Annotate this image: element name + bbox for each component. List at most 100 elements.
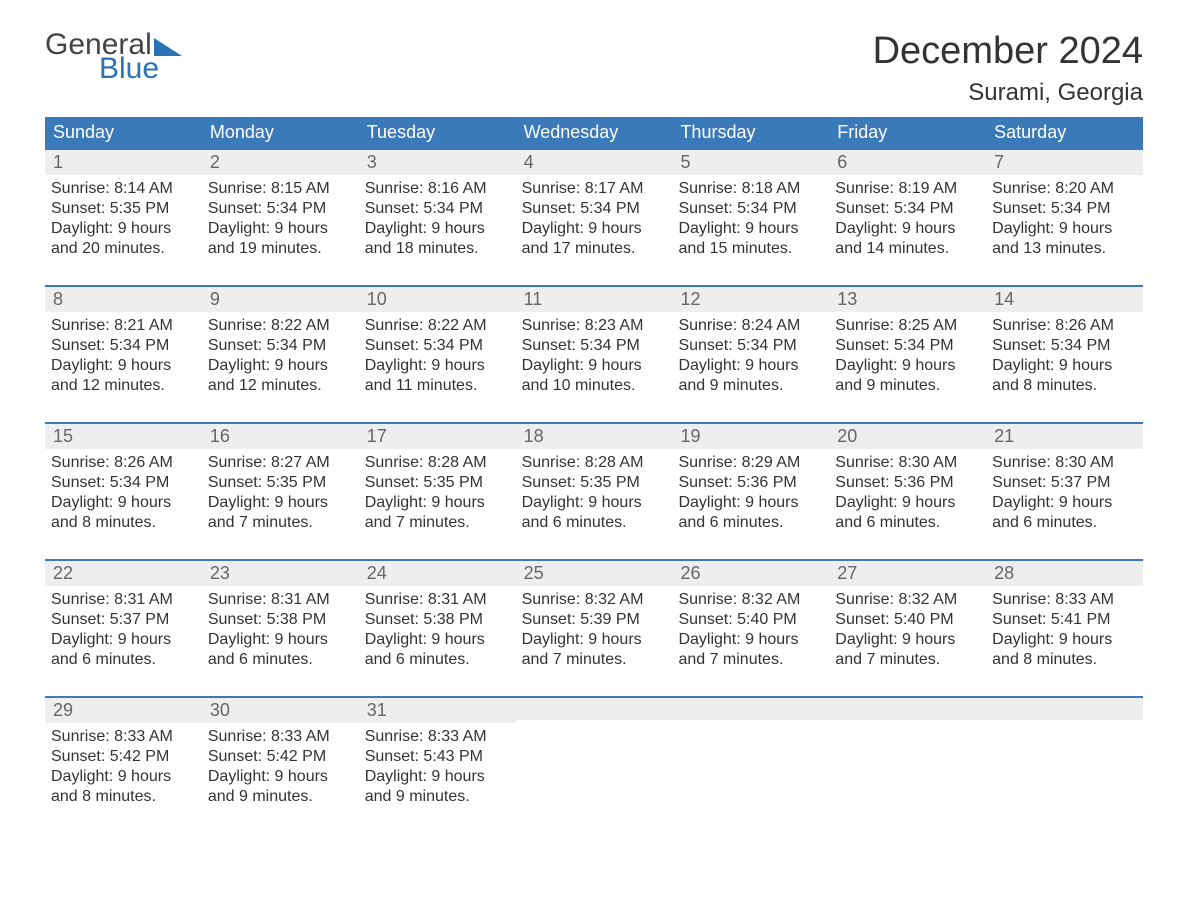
- day-cell: 14Sunrise: 8:26 AMSunset: 5:34 PMDayligh…: [986, 287, 1143, 404]
- daynum-row-empty: [516, 698, 673, 720]
- day-info-line: and 7 minutes.: [678, 650, 823, 670]
- day-info-line: Sunset: 5:35 PM: [51, 199, 196, 219]
- day-info-line: Sunset: 5:34 PM: [365, 199, 510, 219]
- day-info-line: Daylight: 9 hours: [51, 767, 196, 787]
- month-title: December 2024: [873, 30, 1143, 73]
- day-info-line: and 13 minutes.: [992, 239, 1137, 259]
- day-info-line: Sunset: 5:37 PM: [51, 610, 196, 630]
- day-number: 17: [367, 426, 387, 446]
- day-info-line: and 12 minutes.: [208, 376, 353, 396]
- day-cell: 4Sunrise: 8:17 AMSunset: 5:34 PMDaylight…: [516, 150, 673, 267]
- daynum-row: 8: [45, 287, 202, 312]
- day-cell: 26Sunrise: 8:32 AMSunset: 5:40 PMDayligh…: [672, 561, 829, 678]
- day-number: 15: [53, 426, 73, 446]
- daynum-row: 4: [516, 150, 673, 175]
- day-info-line: Sunset: 5:34 PM: [835, 199, 980, 219]
- daynum-row: 29: [45, 698, 202, 723]
- daynum-row: 17: [359, 424, 516, 449]
- day-info-line: Sunrise: 8:33 AM: [208, 727, 353, 747]
- daynum-row: 2: [202, 150, 359, 175]
- day-info-line: Sunset: 5:40 PM: [835, 610, 980, 630]
- day-info-line: and 6 minutes.: [835, 513, 980, 533]
- day-cell: 2Sunrise: 8:15 AMSunset: 5:34 PMDaylight…: [202, 150, 359, 267]
- daynum-row: 6: [829, 150, 986, 175]
- day-cell: [672, 698, 829, 815]
- day-cell: 22Sunrise: 8:31 AMSunset: 5:37 PMDayligh…: [45, 561, 202, 678]
- day-cell: 9Sunrise: 8:22 AMSunset: 5:34 PMDaylight…: [202, 287, 359, 404]
- day-number: 16: [210, 426, 230, 446]
- day-info-line: Daylight: 9 hours: [678, 219, 823, 239]
- day-info-line: Sunset: 5:34 PM: [522, 336, 667, 356]
- day-info-line: and 6 minutes.: [208, 650, 353, 670]
- day-info-line: Sunrise: 8:33 AM: [365, 727, 510, 747]
- day-info-line: Sunrise: 8:24 AM: [678, 316, 823, 336]
- day-number: 25: [524, 563, 544, 583]
- day-info-line: and 6 minutes.: [678, 513, 823, 533]
- day-info-line: and 6 minutes.: [522, 513, 667, 533]
- title-block: December 2024 Surami, Georgia: [873, 30, 1143, 107]
- day-cell: [986, 698, 1143, 815]
- day-info-line: and 7 minutes.: [365, 513, 510, 533]
- day-info-line: Sunrise: 8:14 AM: [51, 179, 196, 199]
- day-number: 1: [53, 152, 63, 172]
- daynum-row: 14: [986, 287, 1143, 312]
- day-info-line: and 18 minutes.: [365, 239, 510, 259]
- weekday-header: Sunday: [45, 117, 202, 148]
- day-number: 10: [367, 289, 387, 309]
- daynum-row: 27: [829, 561, 986, 586]
- daynum-row: 12: [672, 287, 829, 312]
- day-info-line: and 15 minutes.: [678, 239, 823, 259]
- daynum-row: 15: [45, 424, 202, 449]
- day-info-line: Daylight: 9 hours: [365, 493, 510, 513]
- day-info-line: Daylight: 9 hours: [522, 630, 667, 650]
- day-info-line: Sunset: 5:34 PM: [992, 336, 1137, 356]
- day-info-line: and 11 minutes.: [365, 376, 510, 396]
- day-info-line: Sunrise: 8:26 AM: [992, 316, 1137, 336]
- day-cell: 5Sunrise: 8:18 AMSunset: 5:34 PMDaylight…: [672, 150, 829, 267]
- day-info-line: Daylight: 9 hours: [208, 219, 353, 239]
- day-info-line: Sunrise: 8:32 AM: [522, 590, 667, 610]
- day-number: 6: [837, 152, 847, 172]
- day-cell: 20Sunrise: 8:30 AMSunset: 5:36 PMDayligh…: [829, 424, 986, 541]
- logo: General Blue: [45, 30, 182, 84]
- day-info-line: and 7 minutes.: [522, 650, 667, 670]
- weekday-header: Thursday: [672, 117, 829, 148]
- day-cell: 1 Sunrise: 8:14 AMSunset: 5:35 PMDaylight…: [45, 150, 202, 267]
- daynum-row: 16: [202, 424, 359, 449]
- day-cell: [516, 698, 673, 815]
- day-number: 26: [680, 563, 700, 583]
- day-info-line: Sunrise: 8:33 AM: [992, 590, 1137, 610]
- day-info-line: and 6 minutes.: [365, 650, 510, 670]
- day-number: 14: [994, 289, 1014, 309]
- day-info-line: Sunrise: 8:21 AM: [51, 316, 196, 336]
- day-info-line: and 6 minutes.: [51, 650, 196, 670]
- day-info-line: Daylight: 9 hours: [835, 219, 980, 239]
- day-cell: 30Sunrise: 8:33 AMSunset: 5:42 PMDayligh…: [202, 698, 359, 815]
- day-info-line: Sunrise: 8:19 AM: [835, 179, 980, 199]
- daynum-row: 10: [359, 287, 516, 312]
- day-info-line: Daylight: 9 hours: [51, 356, 196, 376]
- day-number: 30: [210, 700, 230, 720]
- daynum-row: 31: [359, 698, 516, 723]
- day-info-line: Daylight: 9 hours: [835, 356, 980, 376]
- day-cell: 29Sunrise: 8:33 AMSunset: 5:42 PMDayligh…: [45, 698, 202, 815]
- week-row: 15Sunrise: 8:26 AMSunset: 5:34 PMDayligh…: [45, 422, 1143, 541]
- daynum-row: 25: [516, 561, 673, 586]
- day-info-line: Daylight: 9 hours: [678, 630, 823, 650]
- day-cell: 13Sunrise: 8:25 AMSunset: 5:34 PMDayligh…: [829, 287, 986, 404]
- daynum-row: 1: [45, 150, 202, 175]
- day-number: 24: [367, 563, 387, 583]
- daynum-row: 30: [202, 698, 359, 723]
- day-info-line: Daylight: 9 hours: [51, 219, 196, 239]
- day-info-line: Sunrise: 8:25 AM: [835, 316, 980, 336]
- day-info-line: and 9 minutes.: [208, 787, 353, 807]
- calendar: SundayMondayTuesdayWednesdayThursdayFrid…: [45, 117, 1143, 815]
- day-info-line: Sunset: 5:35 PM: [522, 473, 667, 493]
- day-info-line: Daylight: 9 hours: [992, 219, 1137, 239]
- daynum-row-empty: [986, 698, 1143, 720]
- day-cell: 3Sunrise: 8:16 AMSunset: 5:34 PMDaylight…: [359, 150, 516, 267]
- weekday-header: Wednesday: [516, 117, 673, 148]
- day-info-line: Sunset: 5:34 PM: [522, 199, 667, 219]
- day-info-line: Sunset: 5:35 PM: [365, 473, 510, 493]
- day-info-line: Sunrise: 8:31 AM: [365, 590, 510, 610]
